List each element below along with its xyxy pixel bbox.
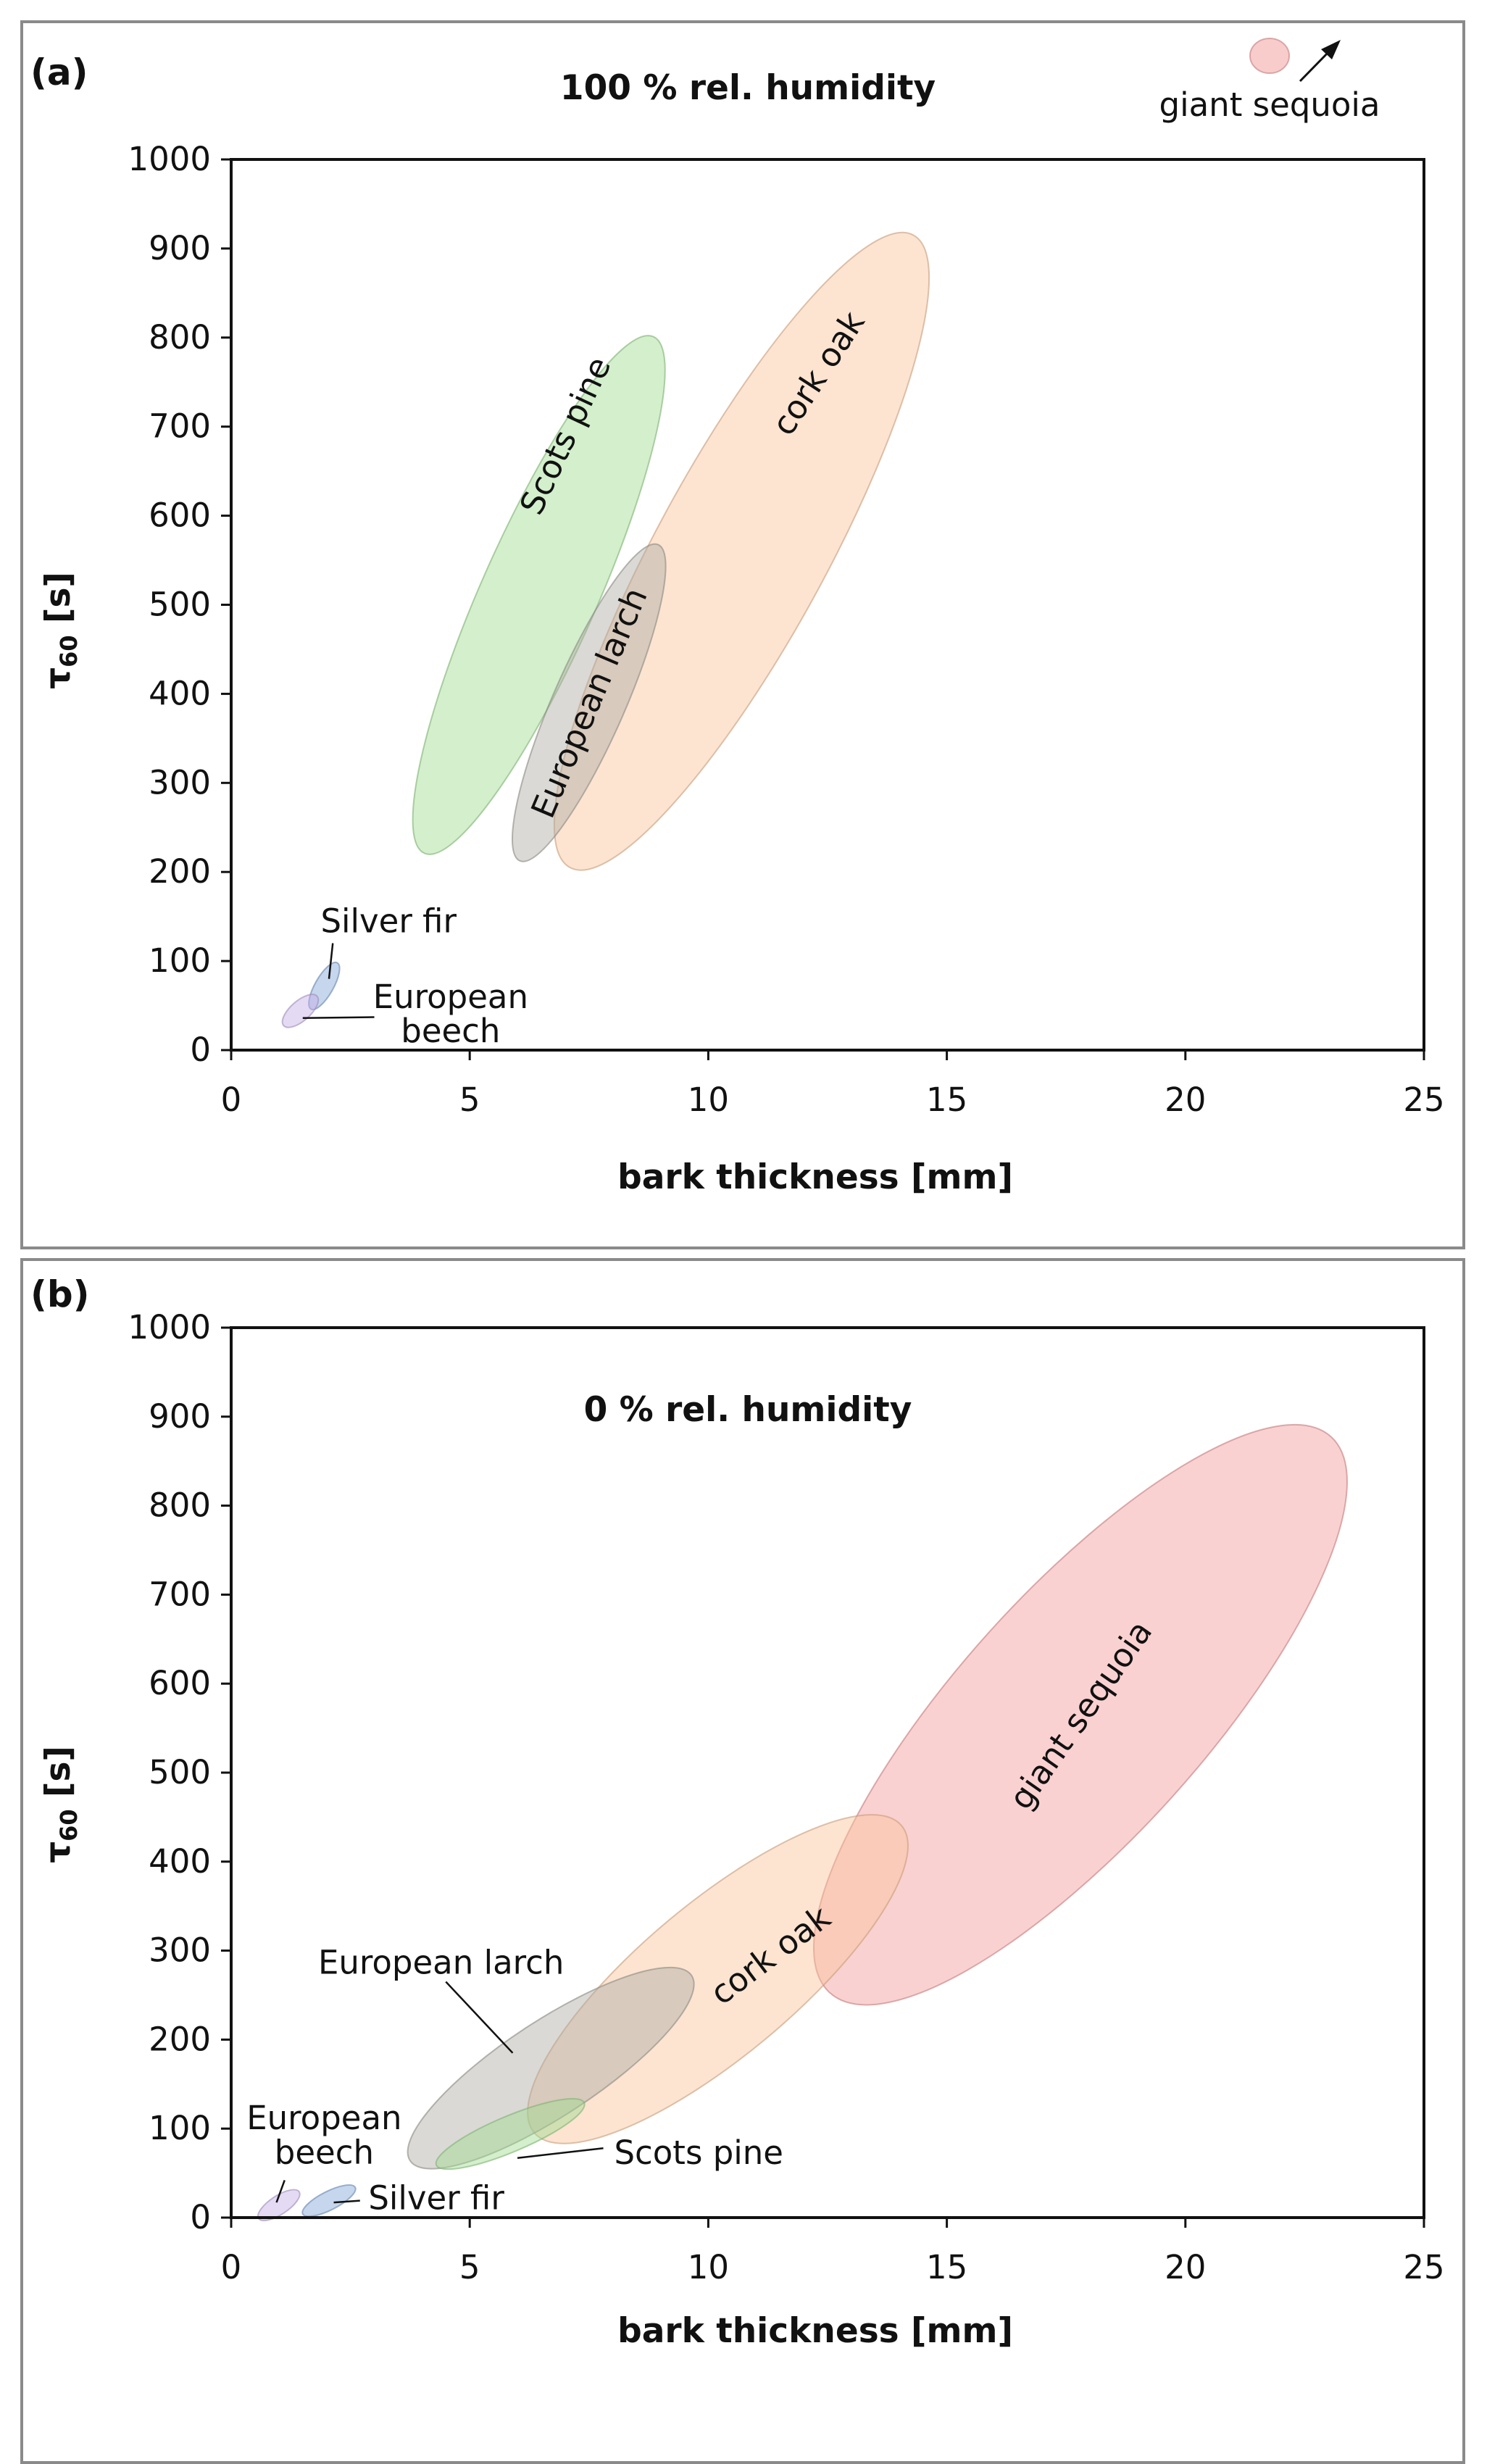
chart-a-ylabel-symbol: τ <box>38 667 78 689</box>
chart-b-leader-silver-fir <box>333 2199 360 2204</box>
panel-b-label: (b) <box>30 1273 90 1315</box>
chart-a-leader-european-beech <box>302 1016 375 1020</box>
chart-a-ellipse-cork-oak <box>553 231 930 871</box>
chart-b-ytick-label: 500 <box>149 1753 211 1791</box>
chart-b-ytick-label: 200 <box>149 2020 211 2058</box>
chart-b-ellipse-giant-sequoia <box>812 1423 1348 2006</box>
chart-b-label-european-beech: European beech <box>246 2099 401 2171</box>
chart-a-ylabel-unit: [s] <box>38 572 78 635</box>
chart-a-xtick-label: 0 <box>221 1081 242 1119</box>
arrow-up-right-icon <box>1321 40 1341 59</box>
chart-b-label-scots-pine: Scots pine <box>614 2134 783 2172</box>
chart-b-xtick-label: 25 <box>1403 2248 1444 2286</box>
chart-b-xtick-label: 5 <box>459 2248 480 2286</box>
giant-sequoia-label: giant sequoia <box>1159 86 1380 124</box>
chart-a-svg: (a) 100 % rel. humidity bark thickness [… <box>30 38 1445 1197</box>
chart-a-leader-silver-fir <box>328 943 334 979</box>
chart-b-xtick-label: 10 <box>688 2248 729 2286</box>
panel-a-label: (a) <box>30 51 88 93</box>
chart-b-ellipse-european-larch <box>407 1966 695 2170</box>
chart-a-ellipse-scots-pine <box>412 335 666 855</box>
chart-a-plot: 0 100 200 300 400 500 600 700 800 900 1000 0 5 10 15 20… <box>128 140 1444 1119</box>
chart-b-ytick-label: 400 <box>149 1842 211 1881</box>
chart-b-ytick-label: 900 <box>149 1397 211 1436</box>
chart-a-xlabel: bark thickness [mm] <box>617 1157 1013 1197</box>
chart-b-ytick-label: 600 <box>149 1664 211 1702</box>
chart-b-xlabel: bark thickness [mm] <box>617 2311 1013 2351</box>
chart-a-xtick-label: 15 <box>926 1081 967 1119</box>
chart-b-title: 0 % rel. humidity <box>584 1390 912 1430</box>
chart-a-title: 100 % rel. humidity <box>560 68 936 108</box>
panel-a: (a) 100 % rel. humidity bark thickness [… <box>20 20 1465 1249</box>
chart-b-ellipse-scots-pine <box>435 2097 586 2170</box>
chart-b-svg: (b) 0 % rel. humidity bark thickness [mm… <box>30 1273 1445 2351</box>
chart-b-ytick-label: 100 <box>149 2109 211 2147</box>
chart-a-ellipse-european-beech <box>281 994 320 1028</box>
chart-a-ytick-label: 0 <box>190 1031 211 1069</box>
chart-b-ytick-label: 800 <box>149 1486 211 1525</box>
chart-a-ytick-label: 200 <box>149 852 211 891</box>
svg-text:τ60 [s]: τ60 [s] <box>38 572 83 689</box>
chart-b-ylabel-unit: [s] <box>38 1746 78 1809</box>
chart-a-ytick-label: 900 <box>149 229 211 267</box>
chart-b-ytick-label: 300 <box>149 1931 211 1970</box>
panel-b: (b) 0 % rel. humidity bark thickness [mm… <box>20 1258 1465 2464</box>
chart-a-ytick-label: 600 <box>149 496 211 535</box>
chart-a-ytick-label: 400 <box>149 674 211 712</box>
chart-b-xtick-label: 15 <box>926 2248 967 2286</box>
chart-b-label-european-larch: European larch <box>318 1943 565 1981</box>
chart-a-xtick-label: 25 <box>1403 1081 1444 1119</box>
chart-b-ylabel: τ60 [s] <box>38 1746 83 1863</box>
chart-a-ylabel: τ60 [s] <box>38 572 83 689</box>
chart-a-ytick-label: 300 <box>149 763 211 802</box>
chart-a-ytick-label: 700 <box>149 407 211 446</box>
chart-b-leader-european-beech <box>275 2179 286 2203</box>
offscale-giant-sequoia-callout: giant sequoia <box>1159 38 1380 124</box>
chart-b-ylabel-symbol: τ <box>38 1841 78 1863</box>
svg-text:τ60 [s]: τ60 [s] <box>38 1746 83 1863</box>
chart-a-ellipse-silver-fir <box>308 961 341 1011</box>
chart-a-label-silver-fir: Silver fir <box>320 902 457 941</box>
chart-b-ytick-label: 0 <box>190 2198 211 2236</box>
chart-b-ytick-label: 700 <box>149 1575 211 1613</box>
chart-a-ellipse-european-larch <box>511 543 667 862</box>
chart-b-xtick-label: 20 <box>1165 2248 1206 2286</box>
chart-a-xtick-label: 20 <box>1165 1081 1206 1119</box>
chart-a-ytick-label: 100 <box>149 941 211 980</box>
chart-b-leader-european-larch <box>445 1981 514 2054</box>
chart-b-ellipse-silver-fir <box>301 2184 357 2218</box>
chart-b-xtick-label: 0 <box>221 2248 242 2286</box>
chart-b-ellipse-european-beech <box>257 2189 301 2222</box>
giant-sequoia-marker <box>1249 38 1290 74</box>
chart-a-ytick-label: 500 <box>149 586 211 624</box>
chart-b-label-silver-fir: Silver fir <box>368 2179 504 2218</box>
chart-a-xtick-label: 10 <box>688 1081 729 1119</box>
chart-b-ylabel-subscript: 60 <box>55 1809 83 1841</box>
chart-a-ytick-label: 800 <box>149 318 211 357</box>
chart-b-ytick-label: 1000 <box>128 1308 211 1347</box>
chart-a-ytick-label: 1000 <box>128 140 211 178</box>
chart-a-label-european-beech: European beech <box>373 978 528 1050</box>
chart-a-xtick-label: 5 <box>459 1081 480 1119</box>
chart-b-plot: 0 100 200 300 400 500 600 700 800 900 1000 0 5 10 15 20… <box>128 1308 1444 2286</box>
chart-a-ylabel-subscript: 60 <box>55 635 83 667</box>
chart-b-leader-scots-pine <box>517 2147 604 2159</box>
